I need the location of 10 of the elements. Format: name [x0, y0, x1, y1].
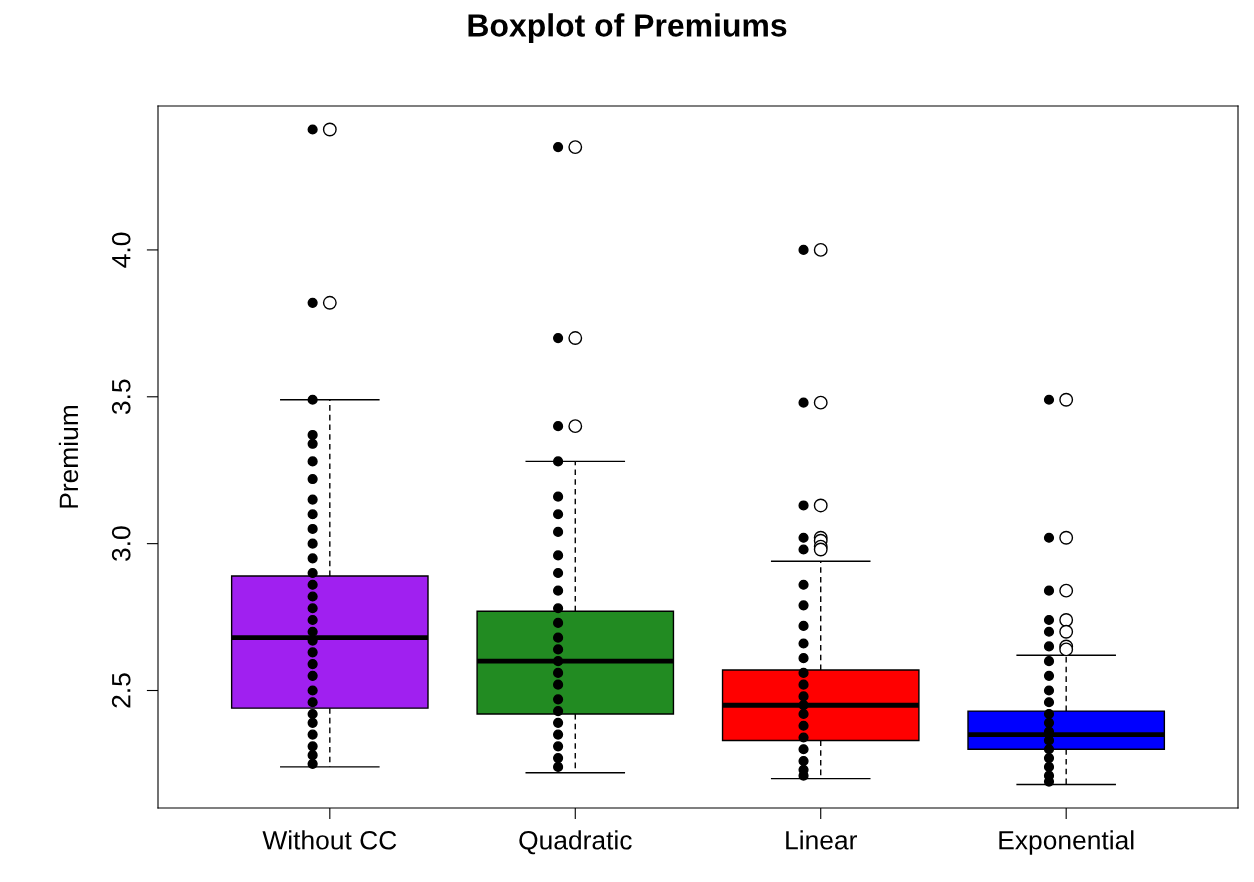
y-tick-label: 3.0 — [111, 526, 131, 561]
x-tick-label: Quadratic — [519, 830, 632, 855]
x-tick-label: Without CC — [262, 830, 397, 850]
chart-title: Boxplot of Premiums — [468, 13, 787, 44]
y-axis-title: Premium — [58, 405, 79, 508]
y-tick-label: 3.5 — [111, 379, 131, 415]
y-tick-label: 4.0 — [111, 232, 131, 268]
y-tick-label: 2.5 — [111, 673, 131, 708]
x-tick-label: Linear — [786, 830, 857, 850]
x-tick-label: Exponential — [999, 830, 1134, 855]
